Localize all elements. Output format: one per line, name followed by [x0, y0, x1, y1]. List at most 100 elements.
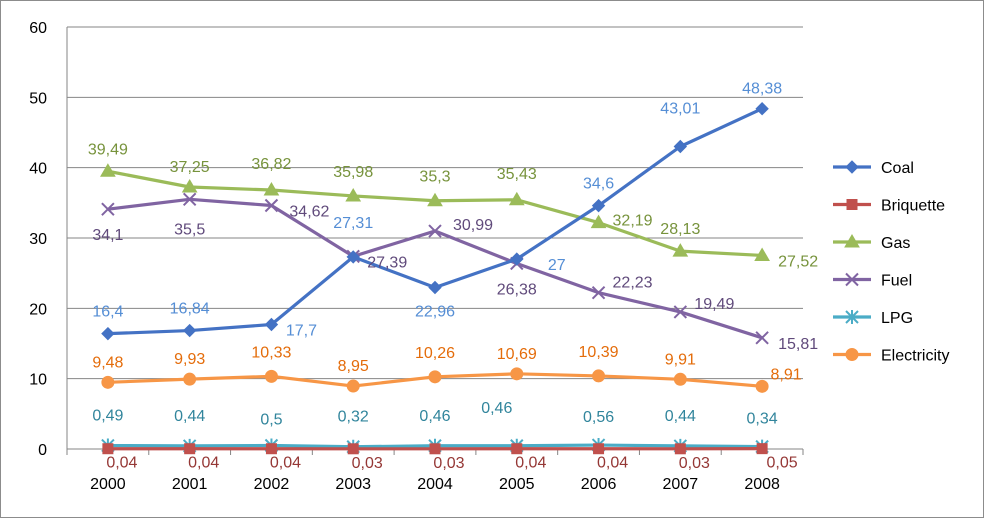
legend-label-gas: Gas	[881, 235, 910, 252]
data-label-electricity: 9,91	[665, 351, 696, 368]
legend-label-fuel: Fuel	[881, 273, 912, 290]
point-briquette	[594, 444, 604, 454]
x-tick-label: 2002	[254, 476, 290, 493]
data-label-lpg: 0,46	[419, 408, 450, 425]
data-label-briquette: 0,04	[188, 455, 219, 472]
data-label-briquette: 0,03	[352, 455, 383, 472]
data-label-briquette: 0,04	[106, 455, 137, 472]
x-tick-label: 2008	[744, 476, 780, 493]
point-briquette	[757, 444, 767, 454]
data-label-electricity: 10,26	[415, 345, 455, 362]
point-electricity	[429, 371, 441, 383]
data-label-fuel: 15,81	[778, 336, 818, 353]
data-label-electricity: 10,33	[251, 344, 291, 361]
point-electricity	[756, 380, 768, 392]
point-briquette	[103, 444, 113, 454]
x-tick-label: 2001	[172, 476, 208, 493]
data-label-fuel: 19,49	[694, 296, 734, 313]
data-label-fuel: 30,99	[453, 217, 493, 234]
x-tick-label: 2003	[335, 476, 371, 493]
point-coal	[184, 325, 196, 337]
data-label-fuel: 22,23	[613, 275, 653, 292]
point-electricity	[674, 373, 686, 385]
legend-label-coal: Coal	[881, 160, 914, 177]
data-labels: 16,4 16,84 17,7 27,31 22,96 27 34,6 43,01 48,38 0…	[88, 81, 818, 472]
point-electricity	[265, 370, 277, 382]
data-label-gas: 39,49	[88, 141, 128, 158]
data-label-lpg: 0,46	[481, 400, 512, 417]
point-coal	[102, 328, 114, 340]
y-tick-label: 30	[29, 231, 47, 248]
data-label-briquette: 0,04	[515, 455, 546, 472]
point-electricity	[347, 380, 359, 392]
data-label-lpg: 0,5	[260, 411, 282, 428]
data-label-gas: 32,19	[613, 213, 653, 230]
y-tick-label: 0	[38, 442, 47, 459]
data-label-gas: 36,82	[251, 156, 291, 173]
data-label-gas: 27,52	[778, 253, 818, 270]
x-tick-label: 2006	[581, 476, 617, 493]
data-label-fuel: 34,1	[92, 227, 123, 244]
data-label-gas: 37,25	[170, 159, 210, 176]
data-label-lpg: 0,44	[665, 408, 696, 425]
point-electricity	[184, 373, 196, 385]
y-tick-label: 50	[29, 90, 47, 107]
point-briquette	[675, 444, 685, 454]
point-briquette	[266, 444, 276, 454]
legend-marker-electricity	[846, 349, 858, 361]
data-label-fuel: 27,39	[367, 254, 407, 271]
point-gas	[101, 164, 115, 176]
data-label-lpg: 0,34	[747, 411, 778, 428]
data-label-electricity: 8,91	[771, 366, 802, 383]
data-label-briquette: 0,05	[767, 455, 798, 472]
data-label-lpg: 0,44	[174, 408, 205, 425]
data-label-coal: 22,96	[415, 304, 455, 321]
point-briquette	[512, 444, 522, 454]
point-briquette	[348, 444, 358, 454]
point-electricity	[511, 368, 523, 380]
legend-label-lpg: LPG	[881, 310, 913, 327]
point-coal	[429, 282, 441, 294]
data-label-briquette: 0,03	[679, 455, 710, 472]
point-briquette	[430, 444, 440, 454]
legend-label-electricity: Electricity	[881, 348, 949, 365]
data-label-gas: 35,3	[419, 169, 450, 186]
data-label-lpg: 0,49	[92, 408, 123, 425]
data-label-coal: 43,01	[660, 100, 700, 117]
y-tick-label: 40	[29, 161, 47, 178]
data-label-electricity: 9,93	[174, 351, 205, 368]
data-label-gas: 35,98	[333, 164, 373, 181]
x-tick-label: 2005	[499, 476, 535, 493]
x-tick-label: 2007	[663, 476, 699, 493]
data-label-coal: 27,31	[333, 215, 373, 232]
data-label-electricity: 10,39	[579, 344, 619, 361]
point-coal	[756, 103, 768, 115]
data-label-coal: 48,38	[742, 81, 782, 98]
legend-marker-coal	[846, 161, 858, 173]
y-tick-label: 20	[29, 301, 47, 318]
y-tick-label: 60	[29, 20, 47, 37]
data-label-electricity: 10,69	[497, 346, 537, 363]
data-label-electricity: 8,95	[338, 358, 369, 375]
data-label-lpg: 0,56	[583, 409, 614, 426]
point-electricity	[593, 370, 605, 382]
data-label-coal: 34,6	[583, 176, 614, 193]
data-label-gas: 35,43	[497, 166, 537, 183]
legend-marker-briquette	[847, 200, 857, 210]
point-briquette	[185, 444, 195, 454]
data-label-fuel: 34,62	[289, 204, 329, 221]
point-electricity	[102, 376, 114, 388]
data-label-coal: 16,84	[170, 301, 210, 318]
data-label-fuel: 35,5	[174, 221, 205, 238]
data-label-coal: 27	[548, 257, 566, 274]
data-label-coal: 17,7	[286, 323, 317, 340]
data-label-coal: 16,4	[92, 304, 123, 321]
data-label-electricity: 9,48	[92, 354, 123, 371]
data-label-lpg: 0,32	[338, 409, 369, 426]
series-lines	[101, 103, 769, 454]
x-tick-label: 2004	[417, 476, 453, 493]
x-tick-label: 2000	[90, 476, 126, 493]
data-label-briquette: 0,04	[270, 455, 301, 472]
